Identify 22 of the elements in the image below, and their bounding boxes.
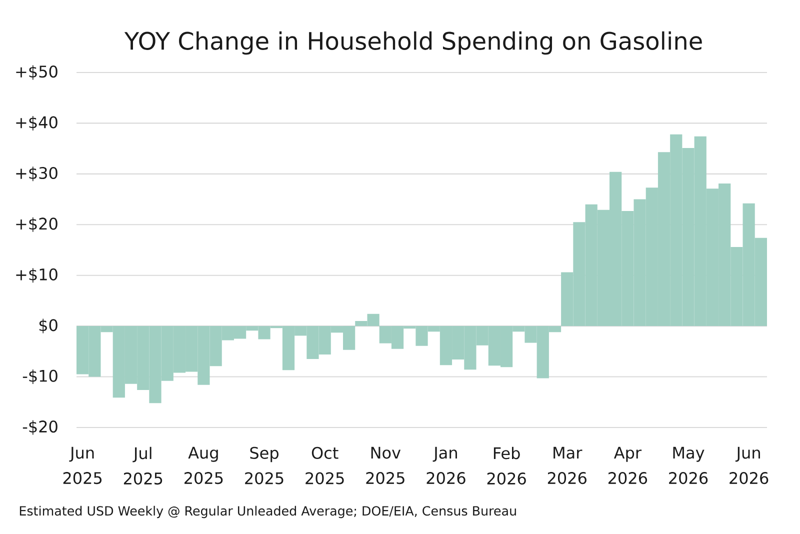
chart-title: YOY Change in Household Spending on Gasoline	[124, 31, 702, 55]
x-tick-label: Nov 2025	[366, 446, 404, 484]
y-tick-label: -$20	[22, 420, 58, 435]
y-tick-label: -$10	[22, 370, 58, 384]
x-tick-label: Oct 2025	[306, 446, 344, 484]
x-tick-label: May 2026	[669, 446, 708, 484]
y-tick-label: +$50	[16, 65, 58, 80]
x-tick-label: Jun 2026	[730, 446, 768, 484]
text: Estimated USD Weekly @ Regular Unleaded Average; DOE/EIA, Census Bureau	[20, 506, 516, 518]
x-tick-label: Jun 2025	[63, 446, 102, 484]
y-tick-label: $0	[39, 318, 58, 334]
x-tick-label: Mar 2026	[548, 446, 586, 484]
y-tick-label: +$20	[16, 217, 58, 232]
x-tick-label: Apr 2026	[608, 446, 648, 484]
x-tick-label: Jan 2026	[426, 446, 466, 484]
x-tick-label: Jul 2025	[124, 446, 162, 485]
y-tick-label: +$40	[16, 116, 58, 130]
x-tick-label: Aug 2025	[184, 446, 223, 484]
x-tick-label: Sep 2025	[245, 446, 284, 484]
y-tick-label: +$10	[16, 268, 58, 283]
y-tick-label: +$30	[16, 166, 58, 182]
x-tick-label: Feb 2026	[487, 446, 526, 485]
